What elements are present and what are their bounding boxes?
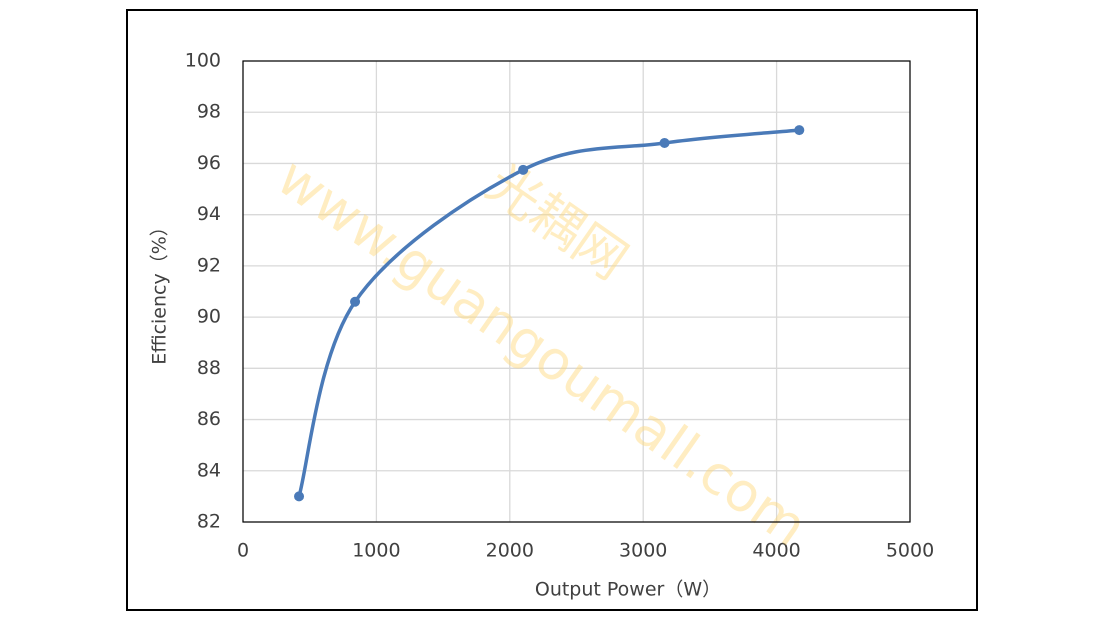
y-axis-title: Efficiency（%） (149, 217, 171, 365)
y-tick-label: 88 (197, 357, 221, 379)
marker (518, 164, 529, 175)
x-tick-label: 5000 (886, 540, 934, 562)
marker (294, 491, 305, 502)
x-tick-label: 2000 (486, 540, 534, 562)
plot-area (242, 60, 911, 523)
marker (350, 296, 361, 307)
x-tick-label: 3000 (619, 540, 667, 562)
x-tick-label: 1000 (352, 540, 400, 562)
y-tick-label: 86 (197, 408, 221, 430)
x-tick-label: 4000 (752, 540, 800, 562)
y-tick-label: 82 (197, 511, 221, 533)
x-axis-title: Output Power（W） (535, 579, 721, 601)
marker (794, 125, 805, 136)
y-tick-label: 100 (185, 50, 221, 72)
line (297, 128, 802, 499)
y-tick-label: 94 (197, 203, 221, 225)
y-tick-label: 90 (197, 306, 221, 328)
chart-frame (126, 9, 978, 611)
y-tick-label: 92 (197, 254, 221, 276)
marker (659, 137, 670, 148)
y-tick-label: 84 (197, 459, 221, 481)
y-tick-label: 98 (197, 101, 221, 123)
x-tick-label: 0 (237, 540, 249, 562)
y-tick-label: 96 (197, 152, 221, 174)
